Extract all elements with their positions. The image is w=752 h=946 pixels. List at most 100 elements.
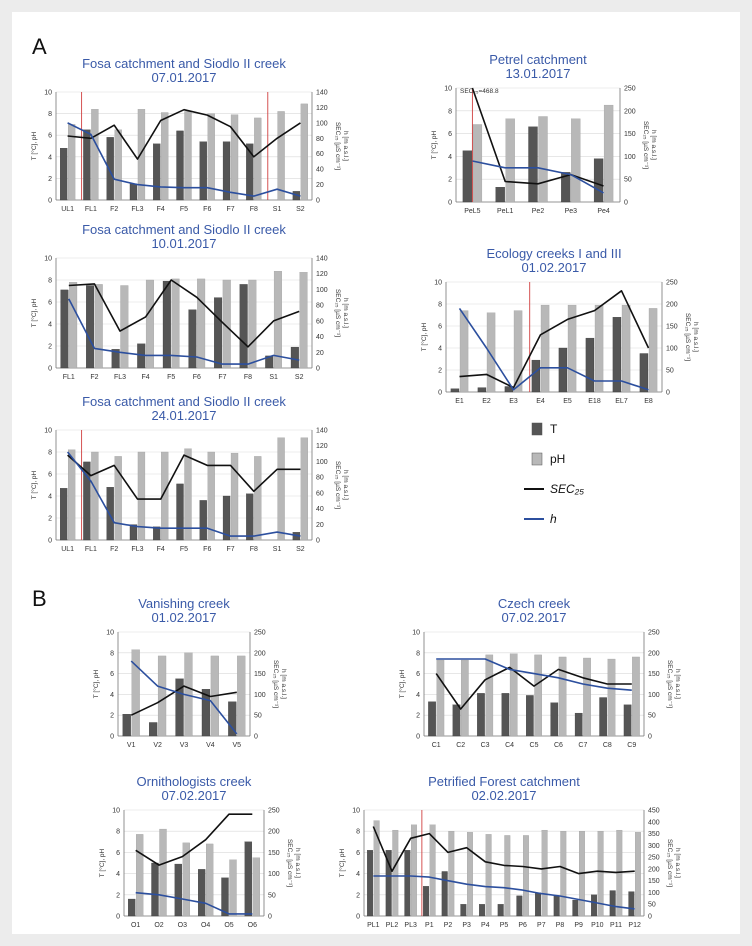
y2-tick-label: 20	[316, 522, 324, 529]
x-tick-label: UL1	[61, 206, 74, 213]
y2-tick-label: 200	[624, 108, 636, 115]
x-tick-label: FL3	[114, 374, 126, 381]
bar-pH	[486, 312, 496, 393]
bar-T	[246, 493, 254, 541]
line-h	[472, 160, 604, 194]
x-tick-label: P12	[628, 922, 641, 929]
y-tick-label: 0	[116, 914, 120, 921]
y2-tick-label: 200	[254, 650, 266, 657]
line-SEC25	[459, 289, 650, 389]
y2-tick-label: 0	[254, 734, 258, 741]
y2-tick-label: 150	[648, 671, 660, 678]
x-tick-label: E1	[455, 398, 464, 405]
y2-tick-label: 100	[316, 287, 328, 294]
bar-T	[175, 678, 184, 737]
x-tick-label: V4	[206, 742, 215, 749]
x-tick-label: F5	[180, 546, 188, 553]
bar-T	[501, 693, 510, 737]
bar-T	[129, 183, 138, 201]
bar-T	[221, 877, 229, 917]
bar-T	[162, 280, 171, 369]
x-tick-label: F2	[90, 374, 98, 381]
y2-axis-label: SEC₂₅ [µS cm⁻¹]	[666, 660, 673, 708]
line-SEC25	[135, 813, 253, 866]
line-h	[68, 298, 300, 365]
x-tick-label: FL3	[131, 546, 143, 553]
x-tick-label: C8	[603, 742, 612, 749]
y2-tick-label: 300	[648, 843, 660, 850]
bar-T	[153, 143, 161, 201]
chart-title: Ornithologists creek	[137, 774, 252, 789]
y-tick-label: 10	[44, 90, 52, 97]
bar-T	[83, 461, 91, 541]
y-tick-label: 6	[116, 850, 120, 857]
x-tick-label: S2	[295, 374, 304, 381]
x-tick-label: E18	[588, 398, 601, 405]
bar-pH	[505, 118, 515, 203]
x-tick-label: S1	[273, 546, 282, 553]
y-tick-label: 6	[110, 671, 114, 678]
y-tick-label: 2	[416, 713, 420, 720]
y2-tick-label: 400	[648, 819, 660, 826]
y-axis-label: T [°C], pH	[430, 130, 438, 159]
y-tick-label: 0	[416, 734, 420, 741]
bar-T	[214, 297, 223, 369]
x-tick-label: F2	[110, 206, 118, 213]
bar-pH	[560, 831, 567, 917]
y-tick-label: 6	[48, 300, 52, 307]
x-tick-label: S1	[273, 206, 282, 213]
y-tick-label: 2	[438, 368, 442, 375]
x-tick-label: V5	[233, 742, 242, 749]
y-tick-label: 8	[48, 450, 52, 457]
y2-tick-label: 60	[316, 151, 324, 158]
y-tick-label: 8	[110, 650, 114, 657]
y2-axis-label: SEC₂₅ [µS cm⁻¹]	[272, 660, 279, 708]
bar-T	[452, 704, 461, 737]
y2-tick-label: 0	[648, 914, 652, 921]
x-tick-label: P2	[444, 922, 453, 929]
bar-pH	[621, 304, 631, 393]
y2-tick-label: 250	[268, 808, 280, 815]
y-tick-label: 0	[110, 734, 114, 741]
bar-pH	[137, 451, 146, 541]
y-tick-label: 8	[416, 650, 420, 657]
bar-T	[246, 143, 254, 201]
x-tick-label: E3	[509, 398, 518, 405]
bar-T	[553, 895, 560, 917]
bar-pH	[607, 658, 616, 737]
y-tick-label: 10	[112, 808, 120, 815]
y2-tick-label: 50	[648, 902, 656, 909]
bar-pH	[373, 820, 380, 917]
y2-tick-label: 100	[666, 346, 678, 353]
x-tick-label: F4	[157, 546, 165, 553]
y-tick-label: 4	[116, 871, 120, 878]
bar-pH	[635, 832, 641, 917]
bar-pH	[114, 456, 122, 541]
y2-axis-label: h [m a.s.l.]	[280, 669, 287, 699]
y2-tick-label: 100	[316, 459, 328, 466]
bar-T	[153, 526, 161, 541]
x-tick-label: P1	[425, 922, 434, 929]
x-tick-label: Pe3	[565, 208, 578, 215]
y-tick-label: 0	[48, 366, 52, 373]
y2-tick-label: 20	[316, 350, 324, 357]
x-tick-label: F6	[193, 374, 201, 381]
y2-axis-label: SEC₂₅ [µS cm⁻¹]	[334, 122, 341, 170]
line-SEC25	[471, 87, 604, 187]
y-axis-label: T [°C], pH	[398, 669, 406, 698]
y2-axis-label: h [m a.s.l.]	[650, 130, 657, 160]
y2-tick-label: 0	[648, 734, 652, 741]
y-tick-label: 2	[48, 176, 52, 183]
x-tick-label: S2	[296, 206, 305, 213]
legend-swatch-T	[531, 422, 543, 436]
bar-T	[385, 850, 392, 917]
y2-tick-label: 150	[268, 850, 280, 857]
y2-tick-label: 250	[666, 280, 678, 287]
bar-T	[612, 317, 622, 393]
y-tick-label: 4	[110, 692, 114, 699]
legend-label: pH	[550, 452, 565, 466]
line-h	[67, 122, 301, 197]
bar-pH	[207, 451, 215, 541]
bar-T	[290, 346, 299, 369]
y2-axis-label: h [m a.s.l.]	[342, 131, 349, 161]
